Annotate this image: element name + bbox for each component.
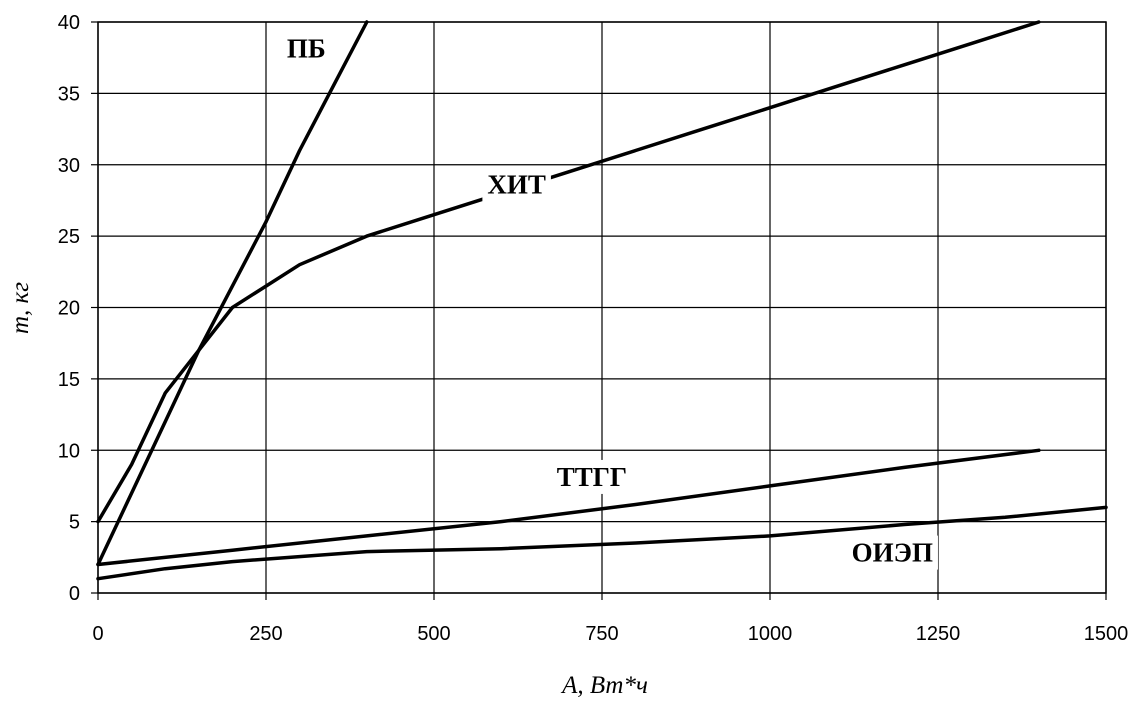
x-axis-title: A, Вт*ч — [560, 672, 648, 699]
x-tick-label: 1000 — [748, 623, 793, 645]
y-tick-label: 10 — [58, 440, 80, 462]
y-tick-label: 20 — [58, 298, 80, 320]
series-label-background — [281, 31, 331, 66]
series-line — [96, 20, 369, 567]
x-axis-ticks: 0 250 500 750 1000 1250 1500 — [92, 593, 1128, 645]
x-tick-label: 500 — [417, 623, 450, 645]
x-tick-label: 250 — [249, 623, 282, 645]
y-tick-label: 5 — [69, 512, 80, 534]
series-labels: ПБ ХИТ ТТГГ ОИЭП — [281, 31, 938, 570]
x-tick-label: 0 — [92, 623, 103, 645]
y-axis-ticks: 0 5 10 15 20 25 30 35 40 — [58, 12, 98, 605]
y-tick-label: 0 — [69, 583, 80, 605]
series-label: ТТГГ — [557, 462, 627, 492]
series-label: ХИТ — [487, 169, 546, 199]
series-label-background — [551, 459, 633, 494]
series-lines — [96, 20, 1108, 581]
y-tick-label: 15 — [58, 369, 80, 391]
series-line — [96, 20, 1041, 524]
y-tick-label: 35 — [58, 83, 80, 105]
series-line — [96, 448, 1041, 567]
x-tick-label: 750 — [585, 623, 618, 645]
y-tick-label: 40 — [58, 12, 80, 34]
y-axis-title: m, кг — [7, 282, 34, 334]
gridlines — [97, 21, 1107, 594]
series-label: ПБ — [287, 34, 326, 64]
x-tick-label: 1500 — [1084, 623, 1129, 645]
x-tick-label: 1250 — [916, 623, 961, 645]
series-label-background — [482, 167, 551, 202]
series-label: ОИЭП — [852, 538, 933, 568]
series-line — [96, 505, 1108, 581]
series-label-background — [846, 535, 938, 570]
y-tick-label: 30 — [58, 155, 80, 177]
y-tick-label: 25 — [58, 226, 80, 248]
